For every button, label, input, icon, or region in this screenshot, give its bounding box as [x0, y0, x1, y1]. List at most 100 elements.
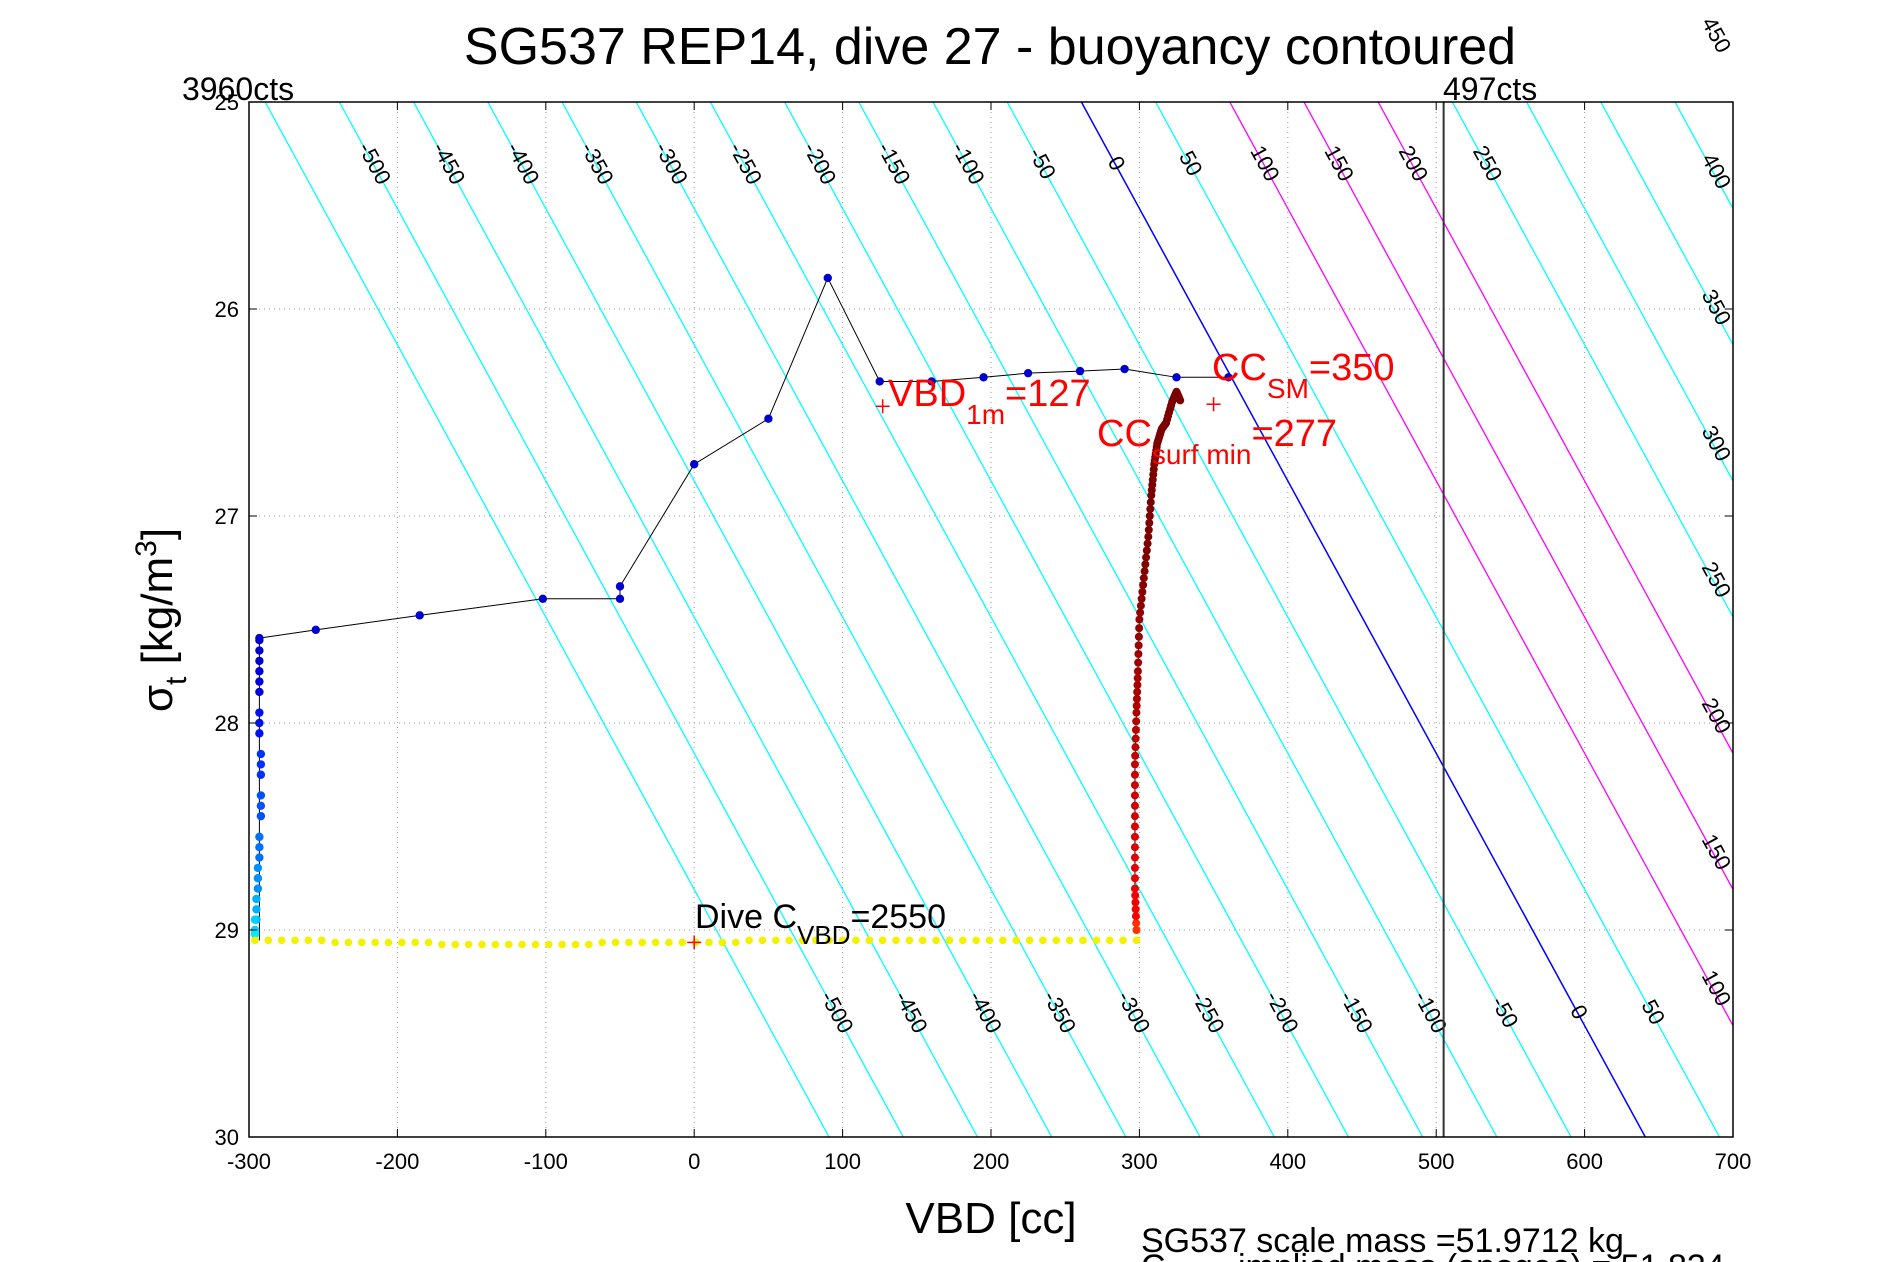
- profile-point: [615, 582, 625, 591]
- ascent-point: [1133, 681, 1142, 690]
- apogee-point: [625, 938, 633, 947]
- y-axis-label-sub: t: [160, 676, 193, 685]
- apogee-point: [438, 940, 446, 949]
- contour-line: [413, 102, 979, 1137]
- y-axis-label: σt [kg/m3]: [130, 528, 193, 712]
- left-counts-label: 3960cts: [182, 71, 294, 107]
- x-tick-label: 700: [1715, 1149, 1752, 1174]
- descent-point: [250, 929, 260, 939]
- profile-point: [615, 594, 625, 603]
- ascent-point: [1144, 532, 1153, 541]
- apogee-point: [531, 940, 540, 949]
- reference-markers: [687, 397, 1221, 950]
- contour-label: -500: [353, 138, 396, 189]
- x-tick-label: -100: [524, 1149, 568, 1174]
- contour-label: 400: [1697, 149, 1737, 193]
- red-plus-marker: [1206, 397, 1221, 412]
- ascent-point: [1140, 567, 1149, 576]
- ascent-point: [1130, 874, 1139, 883]
- ascent-point: [1139, 581, 1148, 589]
- apogee-point: [878, 936, 887, 945]
- ascent-point: [1132, 717, 1141, 726]
- apogee-point: [1119, 936, 1127, 945]
- apogee-point: [317, 936, 326, 945]
- apogee-point: [705, 938, 713, 947]
- apogee-point: [665, 938, 673, 947]
- contour-line: [1526, 102, 1733, 483]
- contour-label: -100: [1409, 987, 1452, 1038]
- scale-mass-note: SG537 scale mass =51.9712 kg: [1141, 1222, 1624, 1260]
- apogee-point: [277, 936, 286, 945]
- grid: [249, 102, 1733, 1137]
- contour-line: [1080, 102, 1646, 1137]
- contour-labels: -500 -450 -400 -350 -300 -250 -200 -150 -100 -50 0…: [353, 13, 1736, 1038]
- ascent-point: [1146, 505, 1155, 514]
- annotation-ccsurf-value: =277: [1251, 413, 1337, 455]
- apogee-point: [504, 940, 513, 949]
- ascent-point: [1134, 658, 1143, 667]
- apogee-point: [304, 936, 313, 945]
- ascent-point: [1130, 822, 1139, 831]
- apogee-point: [745, 936, 753, 945]
- apogee-point: [1052, 936, 1061, 945]
- apogee-point: [812, 936, 820, 945]
- contour-label: -400: [502, 138, 545, 189]
- apogee-point: [852, 936, 860, 945]
- contour-label: -300: [1112, 987, 1155, 1038]
- apogee-point: [718, 938, 727, 947]
- red-plus-marker: [875, 399, 890, 414]
- contour-line: [1749, 102, 1891, 1137]
- apogee-point: [398, 938, 406, 947]
- y-axis-label-symbol: σ: [133, 685, 182, 712]
- contour-label: -50: [1486, 992, 1523, 1032]
- apogee-point: [1092, 936, 1101, 945]
- contour-label: -500: [816, 987, 859, 1038]
- implied-mass-note: implied mass (apogee) = 51.834: [1238, 1248, 1725, 1262]
- contour-label: -200: [798, 138, 841, 189]
- apogee-point: [825, 936, 834, 945]
- apogee-point: [451, 940, 460, 949]
- profile-point: [823, 273, 832, 283]
- apogee-point: [678, 938, 687, 947]
- profile-point: [538, 594, 548, 603]
- contour-label: -300: [650, 138, 693, 189]
- apogee-point: [518, 940, 526, 949]
- descent-point: [253, 874, 263, 883]
- descent-point: [256, 770, 266, 779]
- contour-label: 150: [1320, 141, 1360, 185]
- x-tick-label: -200: [375, 1149, 419, 1174]
- contour-label: 0: [1103, 152, 1131, 175]
- ascent-point: [1131, 743, 1140, 752]
- ascent-point: [1146, 498, 1155, 507]
- contour-label: -450: [890, 987, 933, 1038]
- ascent-point: [1130, 884, 1139, 893]
- apogee-point: [611, 938, 620, 947]
- descent-point: [252, 894, 261, 904]
- descent-point: [256, 760, 266, 769]
- apogee-point: [1025, 936, 1034, 945]
- contour-label: 300: [1697, 421, 1737, 465]
- annotation-ccsurf: CCsurf min=277: [1097, 413, 1337, 470]
- contour-line: [1600, 102, 1733, 347]
- contour-label: -150: [1335, 987, 1378, 1038]
- contour-line: [1451, 102, 1733, 619]
- contour-label: 150: [1697, 830, 1737, 874]
- svg-text:σt [kg/m3]: σt [kg/m3]: [130, 528, 193, 712]
- x-tick-label: 600: [1566, 1149, 1603, 1174]
- contour-label: -350: [576, 138, 619, 189]
- apogee-point: [344, 938, 353, 947]
- annotation-cvbd-main: Dive C: [695, 898, 797, 936]
- apogee-point: [785, 936, 793, 945]
- descent-point: [255, 718, 264, 728]
- apogee-point: [638, 938, 647, 947]
- ascent-point: [1133, 687, 1142, 696]
- apogee-point: [371, 938, 379, 947]
- apogee-point: [1132, 936, 1141, 945]
- apogee-point: [838, 936, 847, 945]
- contour-label: 250: [1468, 141, 1508, 185]
- contour-label: 200: [1697, 694, 1737, 738]
- y-axis-label-sup: 3: [130, 540, 163, 557]
- profile-point: [1172, 373, 1181, 382]
- y-tick-label: 30: [215, 1125, 239, 1150]
- annotation-ccsurf-main: CC: [1097, 413, 1152, 455]
